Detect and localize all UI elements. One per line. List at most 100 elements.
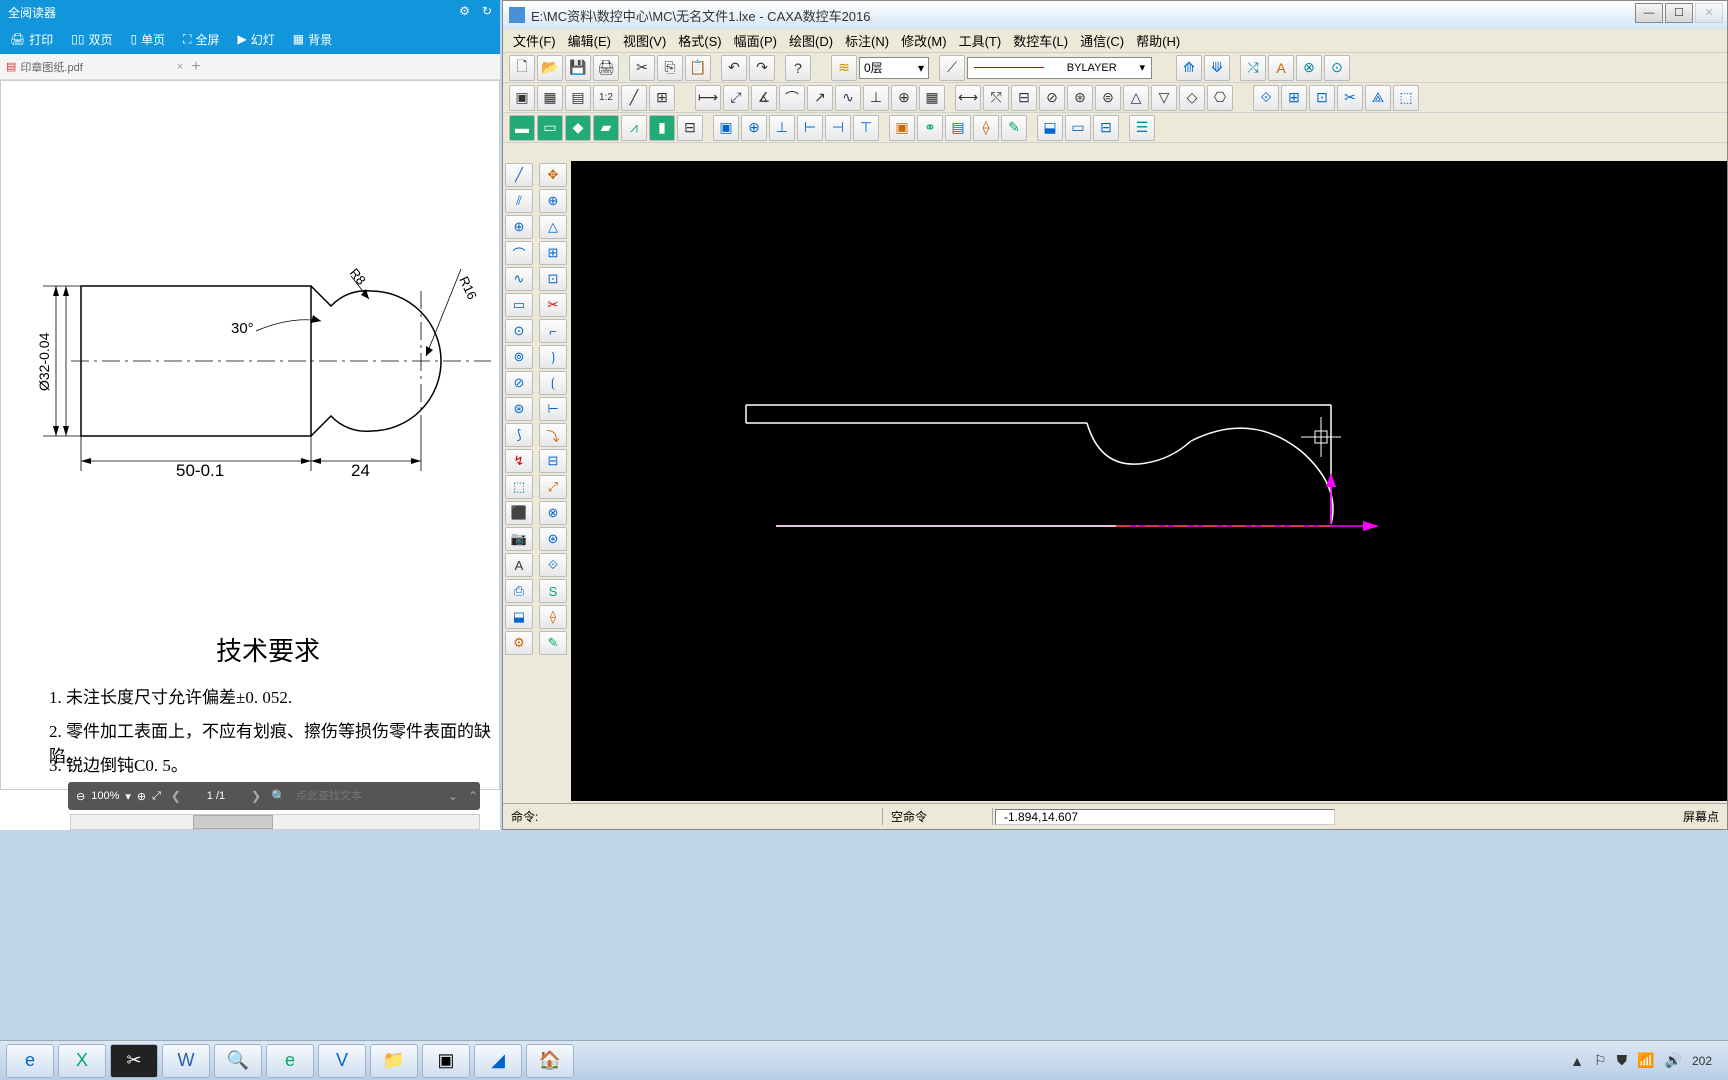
vtool-vtb2-15-icon[interactable]: ⟐ [539, 553, 567, 577]
help-icon[interactable]: ? [785, 55, 811, 81]
dim-arc-icon[interactable]: ⌒ [779, 85, 805, 111]
vtool-vtb2-7-icon[interactable]: ⟯ [539, 345, 567, 369]
layer-combo[interactable]: 0层▾ [859, 57, 929, 79]
tb2-4-icon[interactable]: 1:2 [593, 85, 619, 111]
tb3-10-icon[interactable]: ⊥ [769, 115, 795, 141]
dim-r-icon[interactable]: ⊘ [1039, 85, 1065, 111]
tool-nc3-icon[interactable]: ⤮ [1240, 55, 1266, 81]
dim-linear-icon[interactable]: ⟼ [695, 85, 721, 111]
tb3-21-icon[interactable]: ⊟ [1093, 115, 1119, 141]
tb3-18-icon[interactable]: ✎ [1001, 115, 1027, 141]
dropdown-icon[interactable]: ▾ [125, 790, 131, 803]
dim-weld-icon[interactable]: △ [1123, 85, 1149, 111]
vtool-vtb1-13-icon[interactable]: ⬛ [505, 501, 533, 525]
print-button[interactable]: 🖨打印 [10, 31, 53, 48]
dim-sym-icon[interactable]: ⊜ [1095, 85, 1121, 111]
vtool-vtb1-16-icon[interactable]: ⎙ [505, 579, 533, 603]
tray-network-icon[interactable]: 📶 [1637, 1052, 1654, 1069]
tb3-16-icon[interactable]: ▤ [945, 115, 971, 141]
zoom-in-icon[interactable]: ⊕ [137, 790, 146, 803]
paste-icon[interactable]: 📋 [685, 55, 711, 81]
background-button[interactable]: ▦背景 [293, 31, 332, 48]
mod-4-icon[interactable]: ✂ [1337, 85, 1363, 111]
cad-canvas[interactable] [571, 161, 1727, 801]
vtool-vtb2-12-icon[interactable]: ⤢ [539, 475, 567, 499]
vtool-vtb2-16-icon[interactable]: S [539, 579, 567, 603]
vtool-vtb1-0-icon[interactable]: ╱ [505, 163, 533, 187]
dim-ord-icon[interactable]: ⊥ [863, 85, 889, 111]
dim-surf-icon[interactable]: ▽ [1151, 85, 1177, 111]
mod-1-icon[interactable]: ⟐ [1253, 85, 1279, 111]
taskbar-browser[interactable]: e [266, 1044, 314, 1078]
vtool-vtb2-9-icon[interactable]: ⊢ [539, 397, 567, 421]
taskbar-magnifier[interactable]: 🔍 [214, 1044, 262, 1078]
dim-d-icon[interactable]: ⊛ [1067, 85, 1093, 111]
tb3-3-icon[interactable]: ◆ [565, 115, 591, 141]
vtool-vtb2-10-icon[interactable]: ⤵ [539, 423, 567, 447]
vtool-vtb2-2-icon[interactable]: △ [539, 215, 567, 239]
menu-item[interactable]: 工具(T) [955, 29, 1006, 52]
refresh-icon[interactable]: ↻ [482, 4, 492, 20]
fit-icon[interactable]: ⤢ [152, 790, 161, 803]
tb3-5-icon[interactable]: ⩘ [621, 115, 647, 141]
menu-item[interactable]: 绘图(D) [785, 29, 837, 52]
tb3-9-icon[interactable]: ⊕ [741, 115, 767, 141]
dim-center-icon[interactable]: ⊕ [891, 85, 917, 111]
mod-3-icon[interactable]: ⊡ [1309, 85, 1335, 111]
gear-icon[interactable]: ⚙ [459, 4, 470, 20]
tab-close-icon[interactable]: × [177, 61, 183, 73]
vtool-vtb1-8-icon[interactable]: ⊘ [505, 371, 533, 395]
tb2-6-icon[interactable]: ⊞ [649, 85, 675, 111]
vtool-vtb1-17-icon[interactable]: ⬓ [505, 605, 533, 629]
new-file-icon[interactable]: 🗋 [509, 55, 535, 81]
vtool-vtb2-5-icon[interactable]: ✂ [539, 293, 567, 317]
dim-h-icon[interactable]: ⟷ [955, 85, 981, 111]
linetype-icon[interactable]: ⟋ [939, 55, 965, 81]
taskbar-app9[interactable]: ▣ [422, 1044, 470, 1078]
dim-angle-icon[interactable]: ∡ [751, 85, 777, 111]
vtool-vtb2-13-icon[interactable]: ⊗ [539, 501, 567, 525]
collapse-up-icon[interactable]: ⌃ [468, 789, 478, 803]
vtool-vtb2-14-icon[interactable]: ⊛ [539, 527, 567, 551]
tb2-3-icon[interactable]: ▤ [565, 85, 591, 111]
dim-xy-icon[interactable]: ⤲ [983, 85, 1009, 111]
tab-add-icon[interactable]: + [191, 58, 200, 76]
vtool-vtb1-3-icon[interactable]: ⌒ [505, 241, 533, 265]
mod-2-icon[interactable]: ⊞ [1281, 85, 1307, 111]
layer-manager-icon[interactable]: ≋ [831, 55, 857, 81]
page-input[interactable] [191, 790, 241, 802]
tb3-15-icon[interactable]: ⚭ [917, 115, 943, 141]
tb3-1-icon[interactable]: ▬ [509, 115, 535, 141]
tb3-8-icon[interactable]: ▣ [713, 115, 739, 141]
dim-datum-icon[interactable]: ◇ [1179, 85, 1205, 111]
tray-up-icon[interactable]: ▲ [1570, 1053, 1584, 1069]
tb3-17-icon[interactable]: ⟠ [973, 115, 999, 141]
vtool-vtb2-3-icon[interactable]: ⊞ [539, 241, 567, 265]
search-input[interactable] [296, 790, 438, 802]
search-icon[interactable]: 🔍 [271, 789, 286, 803]
vtool-vtb1-1-icon[interactable]: ⫽ [505, 189, 533, 213]
tray-clock[interactable]: 202 [1692, 1054, 1712, 1068]
vtool-vtb1-12-icon[interactable]: ⬚ [505, 475, 533, 499]
slideshow-button[interactable]: ▶幻灯 [238, 31, 275, 48]
prev-page-icon[interactable]: ❮ [171, 789, 181, 803]
menu-item[interactable]: 格式(S) [674, 29, 725, 52]
menu-item[interactable]: 幅面(P) [730, 29, 781, 52]
dim-tol-icon[interactable]: ⊟ [1011, 85, 1037, 111]
dim-grid-icon[interactable]: ▦ [919, 85, 945, 111]
vtool-vtb1-6-icon[interactable]: ⊙ [505, 319, 533, 343]
vtool-vtb1-7-icon[interactable]: ⊚ [505, 345, 533, 369]
tb2-1-icon[interactable]: ▣ [509, 85, 535, 111]
tb3-11-icon[interactable]: ⊢ [797, 115, 823, 141]
linetype-combo[interactable]: BYLAYER ▾ [967, 57, 1152, 79]
tb3-13-icon[interactable]: ⊤ [853, 115, 879, 141]
maximize-button[interactable]: ☐ [1665, 3, 1693, 23]
tb2-2-icon[interactable]: ▦ [537, 85, 563, 111]
menu-item[interactable]: 修改(M) [897, 29, 951, 52]
single-page-button[interactable]: ▯单页 [130, 31, 165, 48]
vtool-vtb2-11-icon[interactable]: ⊟ [539, 449, 567, 473]
mod-6-icon[interactable]: ⬚ [1393, 85, 1419, 111]
vtool-vtb2-4-icon[interactable]: ⊡ [539, 267, 567, 291]
tray-volume-icon[interactable]: 🔊 [1665, 1052, 1682, 1069]
scrollbar-thumb[interactable] [193, 815, 273, 829]
